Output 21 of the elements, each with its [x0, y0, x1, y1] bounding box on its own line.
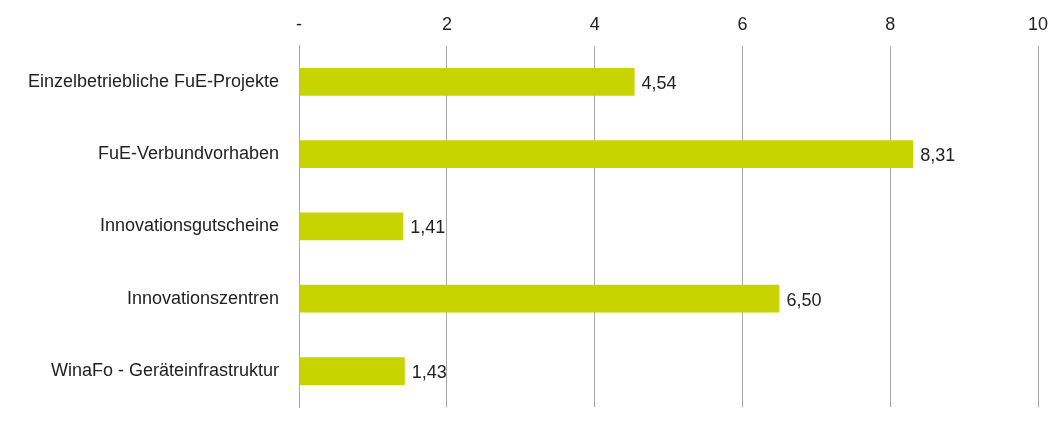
data-label: 1,43	[411, 362, 447, 383]
x-tick-label: 8	[885, 13, 896, 34]
x-tick-label: -	[296, 13, 303, 34]
bar	[299, 212, 404, 241]
bar	[299, 284, 780, 313]
y-tick-label: Innovationszentren	[127, 287, 280, 308]
data-label: 4,54	[641, 72, 677, 93]
bar	[299, 67, 635, 96]
y-tick-label: Innovationsgutscheine	[99, 215, 280, 236]
y-tick-label: Einzelbetriebliche FuE-Projekte	[28, 70, 280, 91]
x-tick-label: 2	[441, 13, 452, 34]
y-tick-label: WinaFo - Geräteinfrastruktur	[51, 360, 280, 381]
y-tick-label: FuE-Verbundvorhaben	[98, 143, 280, 164]
bar	[299, 357, 405, 385]
data-label: 1,41	[410, 217, 446, 238]
data-label: 8,31	[920, 145, 956, 166]
bar	[299, 140, 914, 168]
x-tick-label: 6	[737, 13, 748, 34]
x-tick-label: 10	[1027, 13, 1049, 34]
data-label: 6,50	[786, 289, 822, 310]
x-tick-label: 4	[589, 13, 600, 34]
